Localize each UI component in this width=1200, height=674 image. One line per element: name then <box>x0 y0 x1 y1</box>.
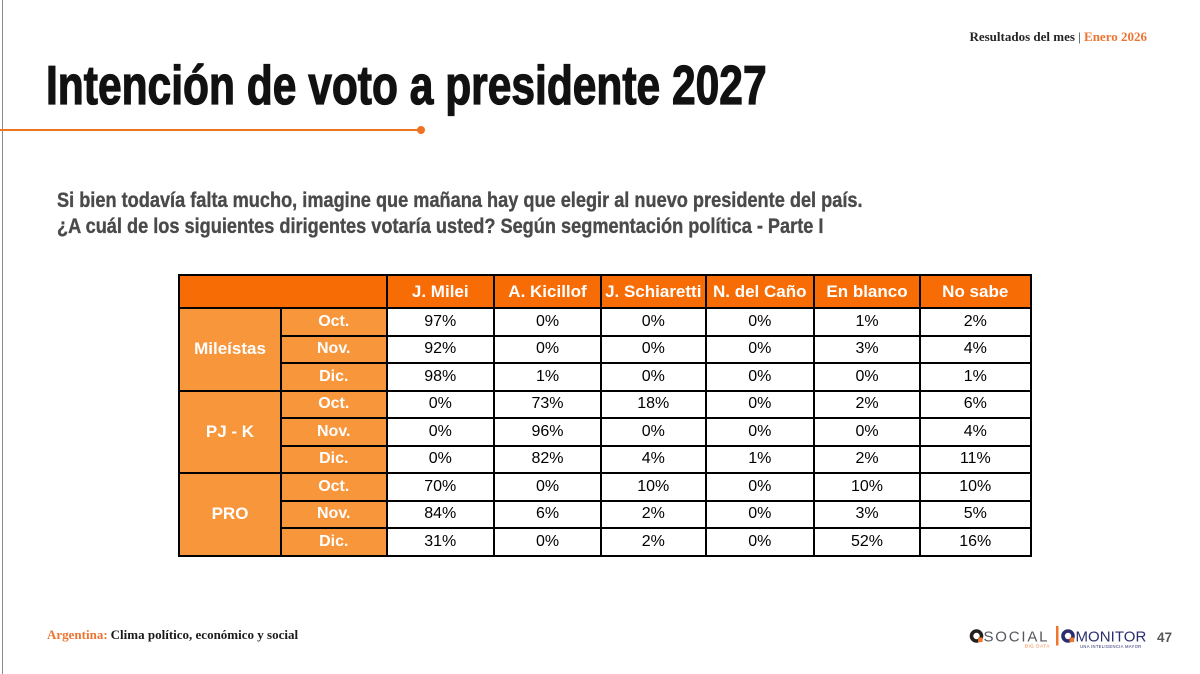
svg-text:MONITOR: MONITOR <box>1076 628 1147 645</box>
svg-text:SOCIAL: SOCIAL <box>984 628 1050 645</box>
svg-text:UNA INTELIGENCIA MAYOR: UNA INTELIGENCIA MAYOR <box>1080 644 1141 649</box>
svg-text:BIG DATA: BIG DATA <box>1025 643 1050 648</box>
